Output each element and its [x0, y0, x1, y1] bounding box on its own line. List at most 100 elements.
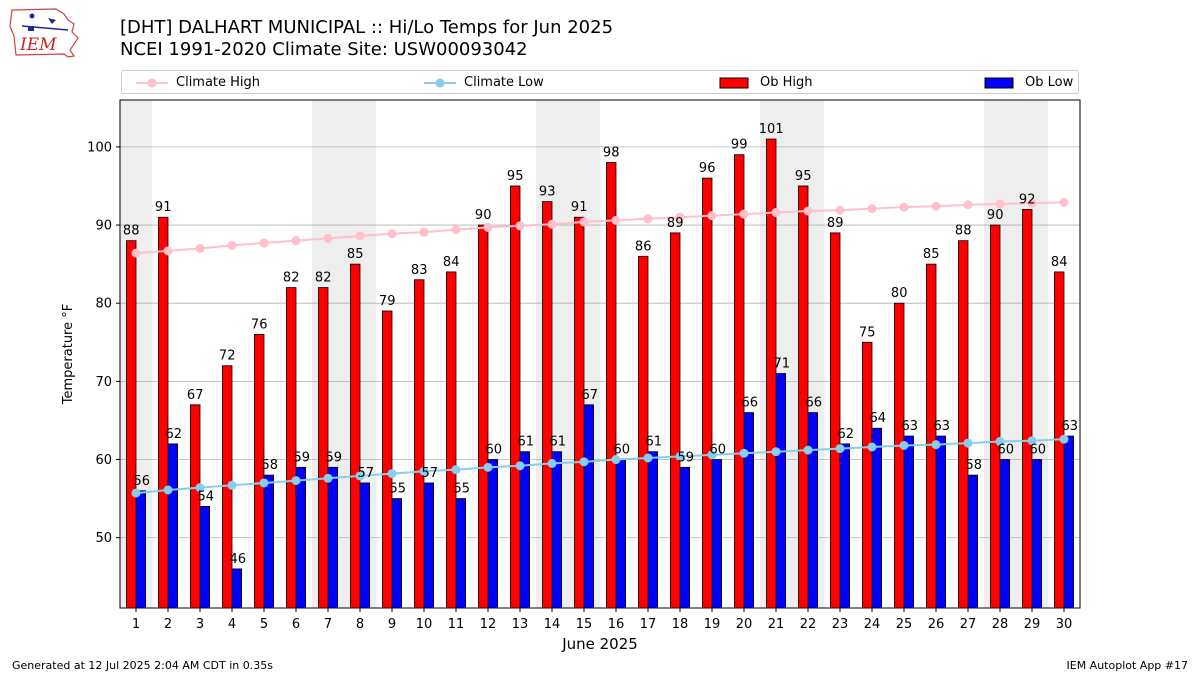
bar-ob-low-day-21 — [775, 373, 787, 609]
climate-high-line — [135, 201, 1065, 255]
bar-ob-low-day-1 — [135, 490, 147, 609]
label-ob-high-day-24: 75 — [859, 325, 876, 340]
generated-timestamp: Generated at 12 Jul 2025 2:04 AM CDT in … — [12, 659, 273, 672]
x-tick-label-28: 28 — [992, 617, 1009, 632]
chart-title: [DHT] DALHART MUNICIPAL :: Hi/Lo Temps f… — [120, 17, 613, 61]
x-tick-label-1: 1 — [132, 617, 140, 632]
climate-high-point-day-30 — [1059, 197, 1069, 207]
label-ob-low-day-14: 61 — [550, 435, 567, 450]
label-ob-high-day-13: 95 — [507, 169, 524, 184]
bar-ob-low-day-5 — [263, 474, 275, 609]
climate-low-point-day-16 — [611, 455, 621, 465]
logo-text: IEM — [19, 35, 57, 55]
bar-ob-high-day-24 — [862, 341, 873, 609]
label-ob-low-day-18: 59 — [678, 450, 695, 465]
climate-low-point-day-25 — [899, 440, 909, 450]
climate-high-point-day-1 — [131, 248, 141, 258]
bar-ob-low-day-24 — [871, 427, 883, 609]
label-ob-high-day-16: 98 — [603, 146, 620, 161]
y-tick-label-60: 60 — [95, 453, 112, 468]
bar-ob-low-day-6 — [295, 466, 307, 609]
label-ob-high-day-30: 84 — [1051, 255, 1068, 270]
bar-ob-high-day-8 — [349, 263, 361, 609]
x-tick-label-22: 22 — [800, 617, 817, 632]
x-tick-label-11: 11 — [448, 617, 465, 632]
climate-low-swatch — [424, 78, 456, 88]
bar-ob-low-day-8 — [359, 482, 371, 609]
bar-ob-low-day-19 — [711, 459, 723, 609]
climate-low-point-day-23 — [835, 444, 845, 454]
climate-low-point-day-9 — [387, 469, 397, 479]
label-ob-high-day-27: 88 — [955, 224, 972, 239]
bar-ob-high-day-17 — [638, 255, 649, 609]
label-ob-low-day-29: 60 — [1030, 443, 1047, 458]
climate-high-point-day-13 — [515, 221, 525, 231]
bar-ob-high-day-16 — [606, 162, 617, 609]
climate-low-point-day-29 — [1027, 436, 1037, 446]
bar-ob-low-day-14 — [551, 451, 563, 609]
bar-ob-high-day-14 — [542, 201, 553, 609]
bar-ob-low-day-15 — [583, 404, 595, 609]
climate-high-point-day-18 — [675, 212, 685, 222]
bar-ob-high-day-15 — [574, 216, 585, 609]
climate-low-point-day-3 — [195, 483, 205, 493]
label-ob-high-day-12: 90 — [475, 208, 492, 223]
bar-ob-high-day-29 — [1022, 209, 1033, 609]
label-ob-low-day-10: 57 — [422, 466, 439, 481]
y-tick-label-80: 80 — [95, 297, 112, 312]
climate-high-point-day-20 — [739, 209, 749, 219]
label-ob-high-day-22: 95 — [795, 169, 812, 184]
plot-frame — [119, 99, 1081, 609]
label-ob-high-day-17: 86 — [635, 239, 652, 254]
legend-label-climate-low: Climate Low — [464, 75, 544, 90]
label-ob-high-day-10: 83 — [411, 263, 428, 278]
climate-high-point-day-5 — [259, 238, 269, 248]
x-tick-label-5: 5 — [260, 617, 268, 632]
climate-low-point-day-18 — [675, 451, 685, 461]
label-ob-low-day-13: 61 — [518, 435, 535, 450]
label-ob-high-day-18: 89 — [667, 216, 684, 231]
x-tick-label-10: 10 — [416, 617, 433, 632]
label-ob-low-day-12: 60 — [486, 443, 503, 458]
x-axis-label: June 2025 — [561, 635, 638, 653]
label-ob-high-day-21: 101 — [759, 122, 784, 137]
label-ob-low-day-22: 66 — [806, 396, 823, 411]
label-ob-low-day-21: 71 — [774, 357, 791, 372]
label-ob-low-day-5: 58 — [262, 458, 279, 473]
bar-ob-low-day-7 — [327, 466, 339, 609]
climate-high-point-day-16 — [611, 215, 621, 225]
bar-ob-low-day-26 — [935, 435, 947, 609]
label-ob-low-day-20: 66 — [742, 396, 759, 411]
label-ob-low-day-19: 60 — [710, 443, 727, 458]
label-ob-low-day-7: 59 — [326, 450, 343, 465]
x-tick-label-19: 19 — [704, 617, 721, 632]
climate-high-point-day-24 — [867, 204, 877, 214]
label-ob-high-day-7: 82 — [315, 271, 332, 286]
climate-low-point-day-24 — [867, 442, 877, 452]
label-ob-high-day-29: 92 — [1019, 192, 1036, 207]
title-line-1: [DHT] DALHART MUNICIPAL :: Hi/Lo Temps f… — [120, 17, 614, 38]
app-credit: IEM Autoplot App #17 — [1066, 659, 1189, 672]
y-axis-label: Temperature °F — [61, 304, 76, 405]
climate-low-point-day-5 — [259, 478, 269, 488]
climate-low-point-day-22 — [803, 445, 813, 455]
bar-ob-low-day-12 — [487, 459, 499, 609]
label-ob-high-day-3: 67 — [187, 388, 204, 403]
climate-high-point-day-29 — [1027, 198, 1037, 208]
label-ob-low-day-28: 60 — [998, 443, 1015, 458]
bar-ob-low-day-2 — [167, 443, 179, 609]
climate-low-point-day-12 — [483, 462, 493, 472]
climate-low-point-day-15 — [579, 457, 589, 467]
label-ob-low-day-9: 55 — [390, 482, 407, 497]
label-ob-high-day-25: 80 — [891, 286, 908, 301]
climate-high-point-day-10 — [419, 227, 429, 237]
title-line-2: NCEI 1991-2020 Climate Site: USW00093042 — [120, 39, 528, 60]
bar-ob-high-day-20 — [734, 154, 745, 609]
x-tick-label-29: 29 — [1024, 617, 1041, 632]
label-ob-high-day-2: 91 — [155, 200, 172, 215]
climate-high-point-day-2 — [163, 246, 173, 256]
climate-low-point-day-2 — [163, 485, 173, 495]
bar-ob-low-day-18 — [679, 466, 691, 609]
label-ob-high-day-28: 90 — [987, 208, 1004, 223]
